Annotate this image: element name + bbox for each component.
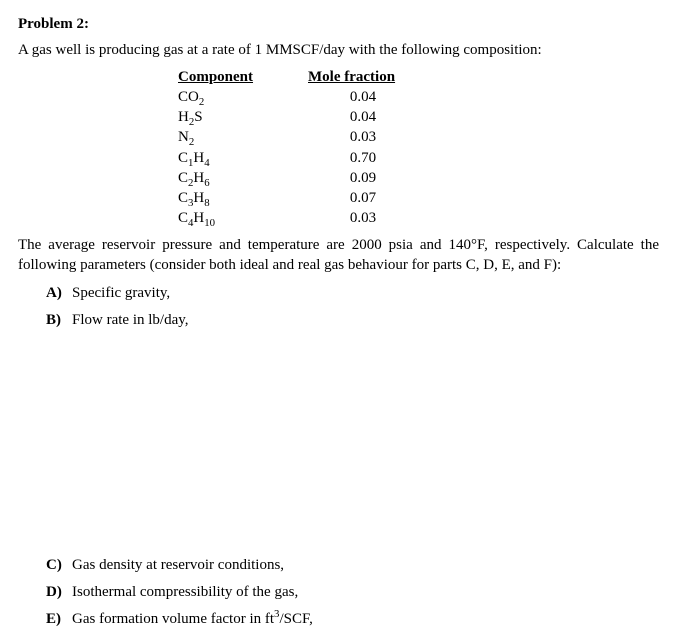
cell-component: C1H4 [178, 148, 308, 168]
cell-fraction: 0.09 [308, 168, 418, 188]
mid-paragraph: The average reservoir pressure and tempe… [18, 235, 659, 276]
composition-table: Component Mole fraction CO2 0.04 H2S 0.0… [178, 67, 659, 229]
table-header-row: Component Mole fraction [178, 67, 659, 87]
item-label: D) [46, 580, 72, 604]
cell-component: C4H10 [178, 208, 308, 228]
cell-fraction: 0.03 [308, 127, 418, 147]
table-row: C4H10 0.03 [178, 208, 659, 228]
list-item-c: C) Gas density at reservoir conditions, [46, 553, 659, 577]
list-item-b: B) Flow rate in lb/day, [46, 308, 659, 332]
table-row: H2S 0.04 [178, 107, 659, 127]
list-item-a: A) Specific gravity, [46, 281, 659, 305]
cell-fraction: 0.04 [308, 107, 418, 127]
item-text: Flow rate in lb/day, [72, 308, 659, 332]
list-item-e: E) Gas formation volume factor in ft3/SC… [46, 607, 659, 631]
blank-space [18, 335, 659, 553]
table-row: N2 0.03 [178, 127, 659, 147]
cell-component: C3H8 [178, 188, 308, 208]
table-row: C1H4 0.70 [178, 148, 659, 168]
intro-text: A gas well is producing gas at a rate of… [18, 40, 659, 60]
item-text: Specific gravity, [72, 281, 659, 305]
item-text: Gas density at reservoir conditions, [72, 553, 659, 577]
header-mole-fraction: Mole fraction [308, 67, 418, 87]
table-row: C2H6 0.09 [178, 168, 659, 188]
cell-fraction: 0.70 [308, 148, 418, 168]
item-label: B) [46, 308, 72, 332]
cell-fraction: 0.03 [308, 208, 418, 228]
item-text: Gas formation volume factor in ft3/SCF, [72, 607, 659, 631]
cell-component: N2 [178, 127, 308, 147]
cell-fraction: 0.04 [308, 87, 418, 107]
item-text: Isothermal compressibility of the gas, [72, 580, 659, 604]
item-label: E) [46, 607, 72, 631]
cell-component: H2S [178, 107, 308, 127]
cell-component: CO2 [178, 87, 308, 107]
cell-fraction: 0.07 [308, 188, 418, 208]
list-item-d: D) Isothermal compressibility of the gas… [46, 580, 659, 604]
item-label: C) [46, 553, 72, 577]
table-row: C3H8 0.07 [178, 188, 659, 208]
problem-title: Problem 2: [18, 14, 659, 34]
header-component: Component [178, 67, 308, 87]
item-label: A) [46, 281, 72, 305]
problem-page: Problem 2: A gas well is producing gas a… [0, 0, 677, 631]
cell-component: C2H6 [178, 168, 308, 188]
table-row: CO2 0.04 [178, 87, 659, 107]
